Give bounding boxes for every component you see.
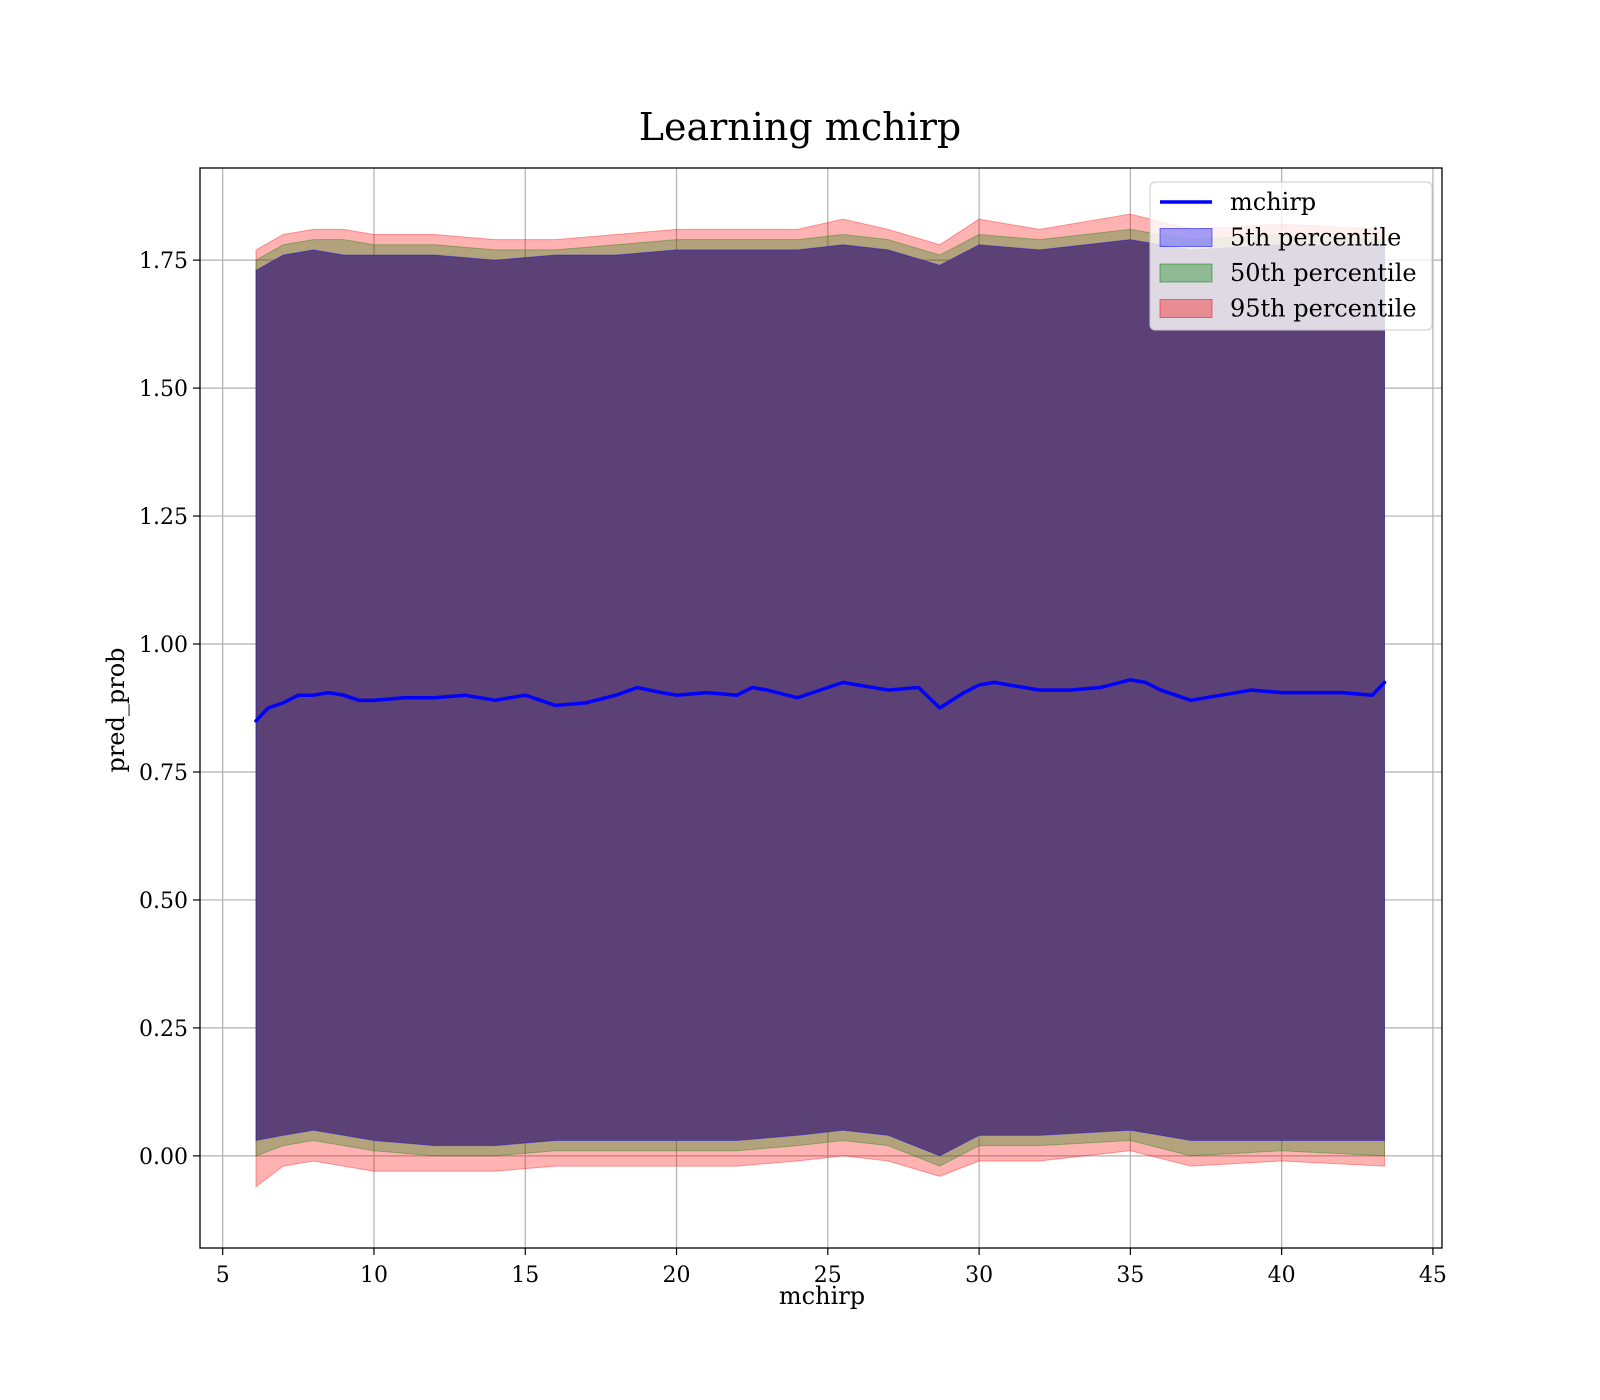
y-tick-label: 0.00 <box>139 1145 188 1170</box>
legend-label: 5th percentile <box>1230 224 1401 252</box>
data-point <box>327 691 331 695</box>
data-point <box>554 703 558 707</box>
legend-label: 50th percentile <box>1230 259 1417 287</box>
x-tick-label: 35 <box>1116 1263 1144 1288</box>
legend-label: 95th percentile <box>1230 295 1417 323</box>
data-point <box>1159 688 1163 692</box>
band-95th-percentile <box>255 213 1386 1188</box>
x-tick-label: 30 <box>965 1263 993 1288</box>
band-50th-percentile <box>255 228 1386 1167</box>
data-point <box>1219 693 1223 697</box>
legend-swatch-patch <box>1159 228 1213 247</box>
data-point <box>1383 680 1387 684</box>
y-tick-label: 0.75 <box>139 761 188 786</box>
data-point <box>463 693 467 697</box>
band-5th-percentile <box>255 239 1386 1157</box>
data-point <box>372 698 376 702</box>
data-point <box>1280 691 1284 695</box>
data-point <box>1038 688 1042 692</box>
data-point <box>659 691 663 695</box>
y-tick-label: 1.25 <box>139 505 188 530</box>
x-axis-label: mchirp <box>779 1282 865 1310</box>
data-point <box>281 701 285 705</box>
band-body-fill <box>255 239 1385 1156</box>
x-tick-label: 5 <box>216 1263 230 1288</box>
data-point <box>254 719 258 723</box>
x-tick-label: 20 <box>663 1263 691 1288</box>
data-point <box>1068 688 1072 692</box>
data-point <box>1310 691 1314 695</box>
data-point <box>523 693 527 697</box>
data-point <box>917 686 921 690</box>
data-point <box>992 680 996 684</box>
data-point <box>584 701 588 705</box>
data-point <box>938 706 942 710</box>
legend-label: mchirp <box>1230 188 1316 216</box>
x-tick-label: 40 <box>1268 1263 1296 1288</box>
data-point <box>675 693 679 697</box>
legend-swatch-patch <box>1159 299 1213 318</box>
x-tick-label: 45 <box>1419 1263 1447 1288</box>
data-point <box>296 693 300 697</box>
data-point <box>1128 678 1132 682</box>
data-point <box>1143 680 1147 684</box>
y-tick-label: 0.25 <box>139 1017 188 1042</box>
data-point <box>765 688 769 692</box>
legend-box <box>1149 181 1433 331</box>
data-point <box>841 680 845 684</box>
data-point <box>750 686 754 690</box>
legend-swatch-patch <box>1159 263 1213 283</box>
data-point <box>1189 698 1193 702</box>
data-point <box>493 698 497 702</box>
plot-area: 5 10 15 20 25 30 35 40 45 0.00 0.25 0.50 0.75 1.00 1.2… <box>139 167 1447 1288</box>
legend: mchirp 5th percentile 50th percentile 95th … <box>1149 181 1433 331</box>
data-point <box>977 683 981 687</box>
data-point <box>1340 691 1344 695</box>
data-point <box>311 693 315 697</box>
y-tick-label: 1.50 <box>139 377 188 402</box>
plot-frame <box>199 167 1443 1249</box>
data-point <box>635 686 639 690</box>
data-point <box>735 693 739 697</box>
data-point <box>1098 686 1102 690</box>
series-group <box>254 213 1387 1188</box>
y-tick-label: 0.50 <box>139 889 188 914</box>
data-point <box>1370 693 1374 697</box>
y-axis-label: pred_prob <box>102 647 130 772</box>
data-point <box>886 688 890 692</box>
data-point <box>1249 688 1253 692</box>
data-point <box>962 691 966 695</box>
data-point <box>342 693 346 697</box>
data-point <box>856 683 860 687</box>
data-point <box>1007 683 1011 687</box>
data-point <box>826 686 830 690</box>
data-point <box>266 706 270 710</box>
x-tick-label: 10 <box>360 1263 388 1288</box>
data-point <box>432 696 436 700</box>
y-tick-label: 1.75 <box>139 249 188 274</box>
data-point <box>705 691 709 695</box>
x-tick-label: 25 <box>814 1263 842 1288</box>
data-point <box>402 696 406 700</box>
data-point <box>614 693 618 697</box>
data-point <box>796 696 800 700</box>
y-tick-label: 1.00 <box>139 633 188 658</box>
chart-title: Learning mchirp <box>639 105 961 149</box>
data-point <box>357 698 361 702</box>
x-tick-label: 15 <box>511 1263 539 1288</box>
